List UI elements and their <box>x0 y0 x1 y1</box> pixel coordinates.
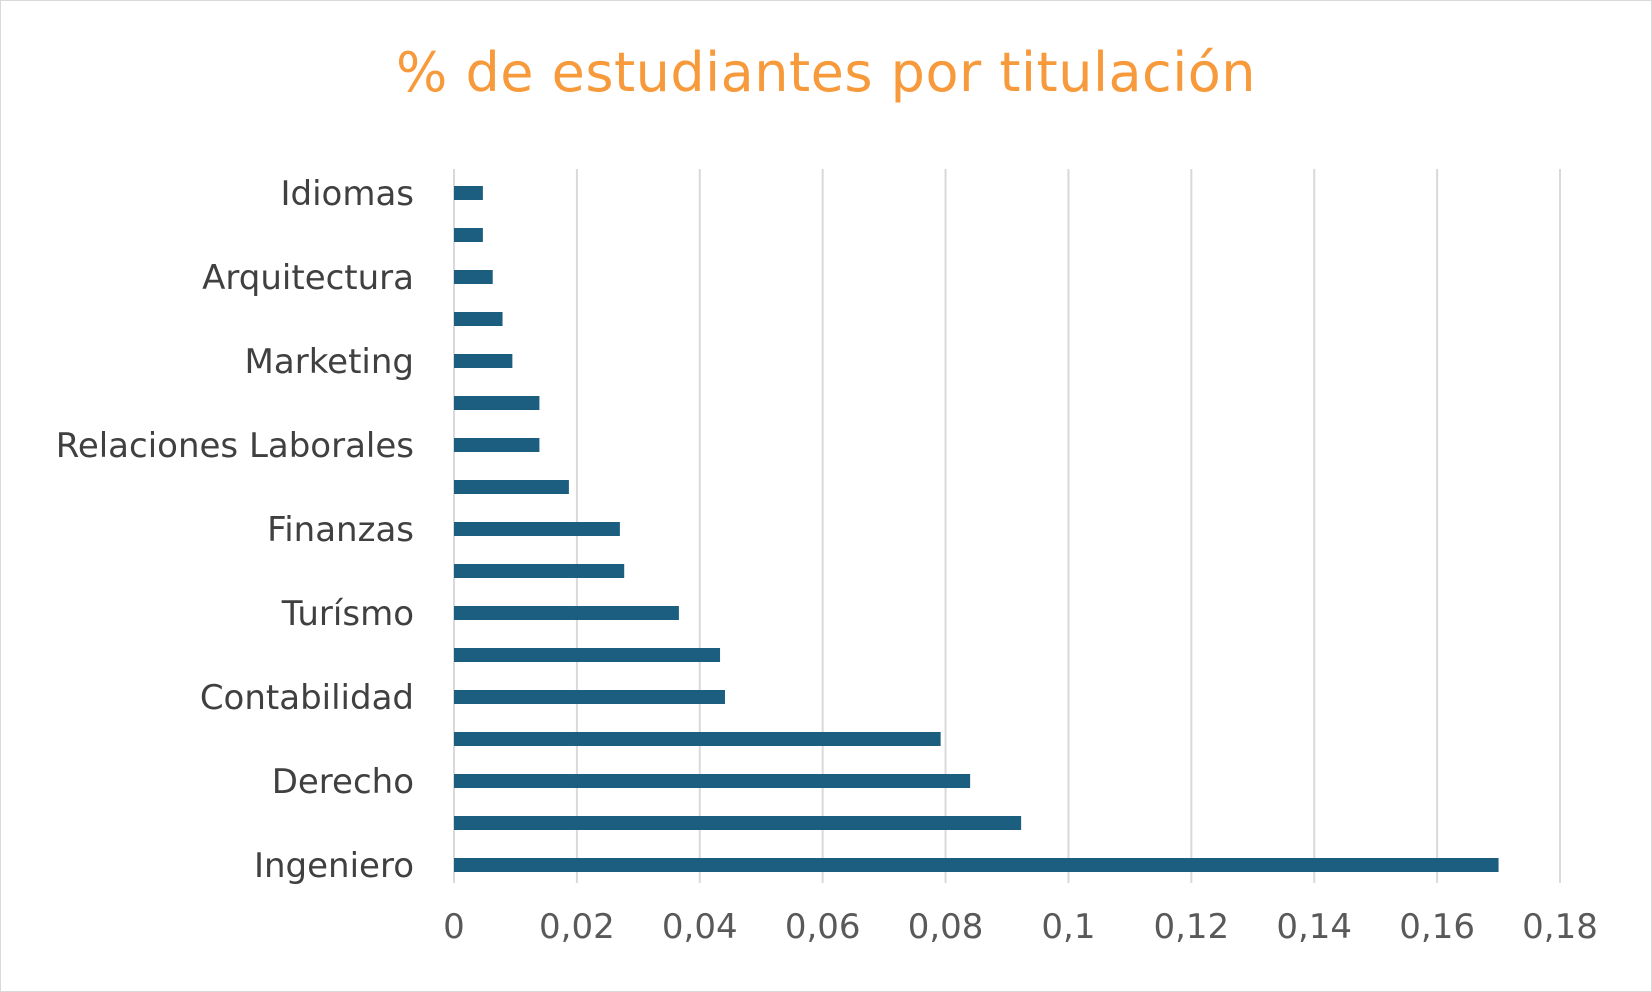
chart-title: % de estudiantes por titulación <box>396 41 1256 104</box>
bar <box>454 816 1022 830</box>
x-tick-label: 0,04 <box>662 907 738 947</box>
category-label: Finanzas <box>267 510 414 550</box>
category-labels: Idiomas Arquitectura Marketing Relaciones L… <box>56 174 414 886</box>
category-label: Idiomas <box>280 174 414 214</box>
x-tick-label: 0 <box>443 907 465 947</box>
bar <box>454 732 941 746</box>
x-tick-label: 0,06 <box>785 907 861 947</box>
category-label: Arquitectura <box>202 258 414 298</box>
category-label: Relaciones Laborales <box>56 426 414 466</box>
category-label: Ingeniero <box>254 846 414 886</box>
x-tick-label: 0,12 <box>1153 907 1229 947</box>
x-tick-label: 0,08 <box>908 907 984 947</box>
category-label: Contabilidad <box>200 678 414 718</box>
bar <box>454 648 721 662</box>
bar <box>454 354 513 368</box>
bar <box>454 858 1499 872</box>
bar <box>454 606 679 620</box>
bar <box>454 522 620 536</box>
bar <box>454 774 971 788</box>
bars <box>454 186 1499 872</box>
x-tick-label: 0,18 <box>1522 907 1598 947</box>
bar <box>454 480 569 494</box>
x-tick-label: 0,1 <box>1041 907 1095 947</box>
bar <box>454 186 483 200</box>
category-label: Derecho <box>272 762 414 802</box>
category-label: Turísmo <box>281 594 414 634</box>
x-tick-label: 0,14 <box>1276 907 1352 947</box>
bar <box>454 270 493 284</box>
bar <box>454 438 540 452</box>
category-label: Marketing <box>245 342 414 382</box>
bar <box>454 228 483 242</box>
x-tick-label: 0,02 <box>539 907 615 947</box>
bar <box>454 396 540 410</box>
bar <box>454 312 503 326</box>
bar <box>454 690 725 704</box>
x-axis-tick-labels: 0 0,02 0,04 0,06 0,08 0,1 0,12 0,14 0,16 0,18 <box>443 907 1598 947</box>
bar <box>454 564 625 578</box>
x-tick-label: 0,16 <box>1399 907 1475 947</box>
